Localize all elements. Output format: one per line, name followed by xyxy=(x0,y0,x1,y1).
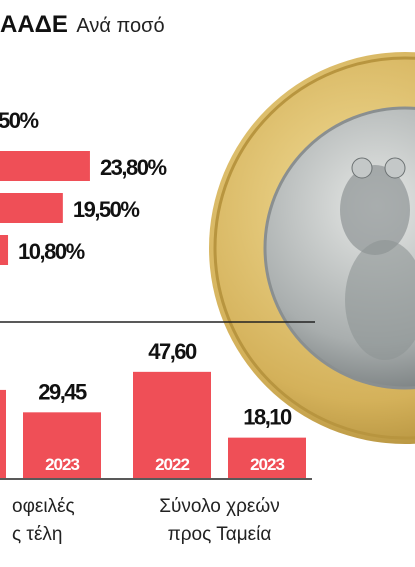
value-label: 23,80% xyxy=(100,155,167,180)
euro-coin xyxy=(209,52,415,444)
year-label: 2022 xyxy=(155,455,189,474)
bar xyxy=(228,437,306,478)
year-label: 2023 xyxy=(45,455,79,474)
category-label: προς Ταμεία xyxy=(168,524,272,545)
title-rest: Ανά ποσό xyxy=(76,15,164,37)
year-label: 2023 xyxy=(250,455,284,474)
title: ΑΑΔΕ Ανά ποσό xyxy=(0,11,165,38)
category-label: οφειλές xyxy=(12,496,75,517)
value-label: 29,45 xyxy=(38,379,87,404)
title-bold: ΑΑΔΕ xyxy=(0,11,68,38)
category-label: ς τέλη xyxy=(12,524,62,545)
value-label: 10,80% xyxy=(18,239,85,264)
hbar xyxy=(0,235,9,265)
hbar xyxy=(0,151,90,181)
hbar xyxy=(0,193,63,223)
bar xyxy=(0,389,6,478)
value-label: 47,60 xyxy=(148,339,197,364)
cropped-label: 50% xyxy=(0,108,38,133)
value-label: 19,50% xyxy=(73,197,140,222)
bar xyxy=(133,371,211,478)
category-label: Σύνολο χρεών xyxy=(159,496,280,517)
value-label: 18,10 xyxy=(243,405,292,430)
bar xyxy=(23,412,101,478)
